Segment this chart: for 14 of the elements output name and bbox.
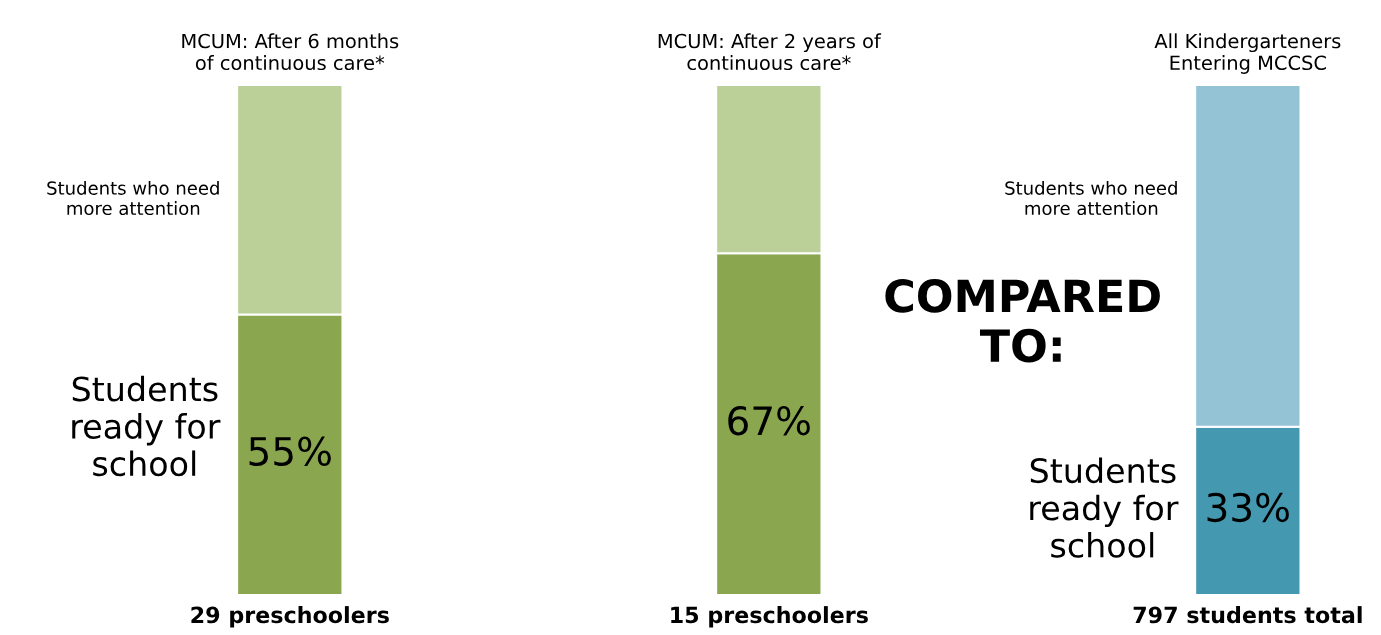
annotation: COMPARED TO: xyxy=(885,279,1160,363)
x-tick-label: All Kindergarteners Entering MCCSC xyxy=(1154,33,1341,74)
text: Students ready for school xyxy=(1030,457,1179,558)
text: 797 students total xyxy=(1133,606,1362,624)
data-label: 55% xyxy=(249,436,331,467)
text: 15 preschoolers xyxy=(671,606,868,628)
series-label: Students who need more attention xyxy=(47,180,219,216)
data-label: 67% xyxy=(728,406,810,436)
x-tick-label: MCUM: After 2 years of continuous care* xyxy=(658,33,882,71)
series-label: Students ready for school xyxy=(72,375,221,477)
x-tick-label: MCUM: After 6 months of continuous care* xyxy=(182,33,399,71)
text: Students who need more attention xyxy=(1005,180,1177,216)
text: 29 preschoolers xyxy=(191,606,389,628)
data-label: 33% xyxy=(1207,492,1289,523)
